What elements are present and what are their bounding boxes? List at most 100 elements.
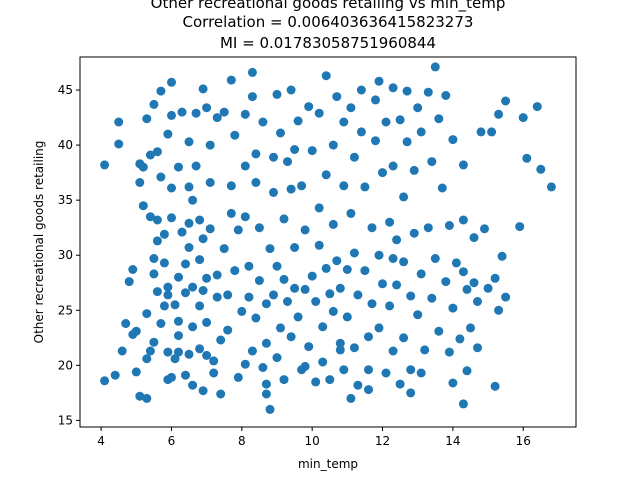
data-point [209,368,219,378]
data-point [349,152,359,162]
data-point [339,365,349,375]
data-point [356,85,366,95]
data-point [138,201,148,211]
data-point [265,244,275,254]
data-point [473,297,482,306]
data-point [240,161,250,171]
data-point [406,291,416,301]
data-point [121,319,131,328]
data-point [170,300,180,310]
data-point [269,290,278,300]
data-point [314,240,324,250]
data-point [128,265,138,274]
data-point [546,182,556,192]
data-point [174,316,183,326]
data-point [286,85,296,95]
data-point [518,113,528,123]
data-point [269,152,278,162]
data-point [367,223,377,233]
data-point [251,178,261,187]
data-point [392,235,402,245]
data-point [135,178,145,187]
data-point [374,250,384,260]
data-point [167,213,176,223]
data-point [135,391,145,401]
data-point [441,91,451,100]
data-point [395,379,405,389]
data-point [427,293,437,303]
data-point [311,377,321,387]
data-point [195,255,205,265]
data-point [353,290,363,300]
data-point [300,361,310,371]
data-point [251,149,261,159]
x-tick-label: 6 [168,434,176,448]
data-point [219,107,229,117]
data-point [177,107,187,117]
data-point [152,215,162,225]
data-point [409,228,419,238]
data-point [142,354,152,364]
data-point [494,109,504,119]
chart-title-line-1: Other recreational goods retailing vs mi… [151,0,506,13]
data-point [142,114,152,124]
data-point [167,372,176,382]
data-point [473,343,482,353]
data-point [100,376,110,386]
data-point [321,71,331,81]
data-point [385,217,395,227]
data-point [226,208,236,218]
data-point [181,370,190,380]
data-point [219,244,229,254]
data-point [501,292,511,302]
data-point [304,102,314,112]
data-point [261,299,271,309]
data-point [205,178,215,187]
data-point [163,290,173,300]
data-point [406,388,416,398]
data-point [413,103,423,113]
data-point [466,323,475,333]
data-point [522,153,532,163]
data-point [261,379,271,389]
data-point [325,289,335,299]
data-point [233,225,243,235]
data-point [413,310,423,320]
data-point [145,212,155,222]
data-point [233,372,243,382]
data-point [339,117,349,127]
data-point [131,367,141,377]
data-point [198,84,208,94]
data-point [378,168,387,178]
data-point [328,140,338,150]
data-point [114,117,124,127]
data-point [216,389,226,399]
data-point [300,284,310,294]
data-point [188,195,198,205]
data-point [159,229,169,239]
data-point [152,287,162,297]
data-point [311,297,321,306]
data-point [497,251,507,261]
data-point [279,214,289,224]
data-point [149,337,159,347]
data-point [448,135,458,145]
data-point [177,227,187,237]
data-point [406,365,416,375]
x-axis-label: min_temp [298,457,358,471]
data-point [265,404,275,414]
data-point [251,313,261,323]
data-point [483,283,493,293]
data-point [138,162,148,172]
data-point [346,393,356,403]
data-point [349,343,359,353]
data-point [409,165,419,175]
data-point [159,258,169,268]
data-point [536,164,546,174]
data-point [388,346,398,356]
y-tick-label: 20 [58,358,73,372]
data-point [346,208,356,218]
data-point [114,139,124,149]
y-tick-label: 30 [58,248,73,262]
